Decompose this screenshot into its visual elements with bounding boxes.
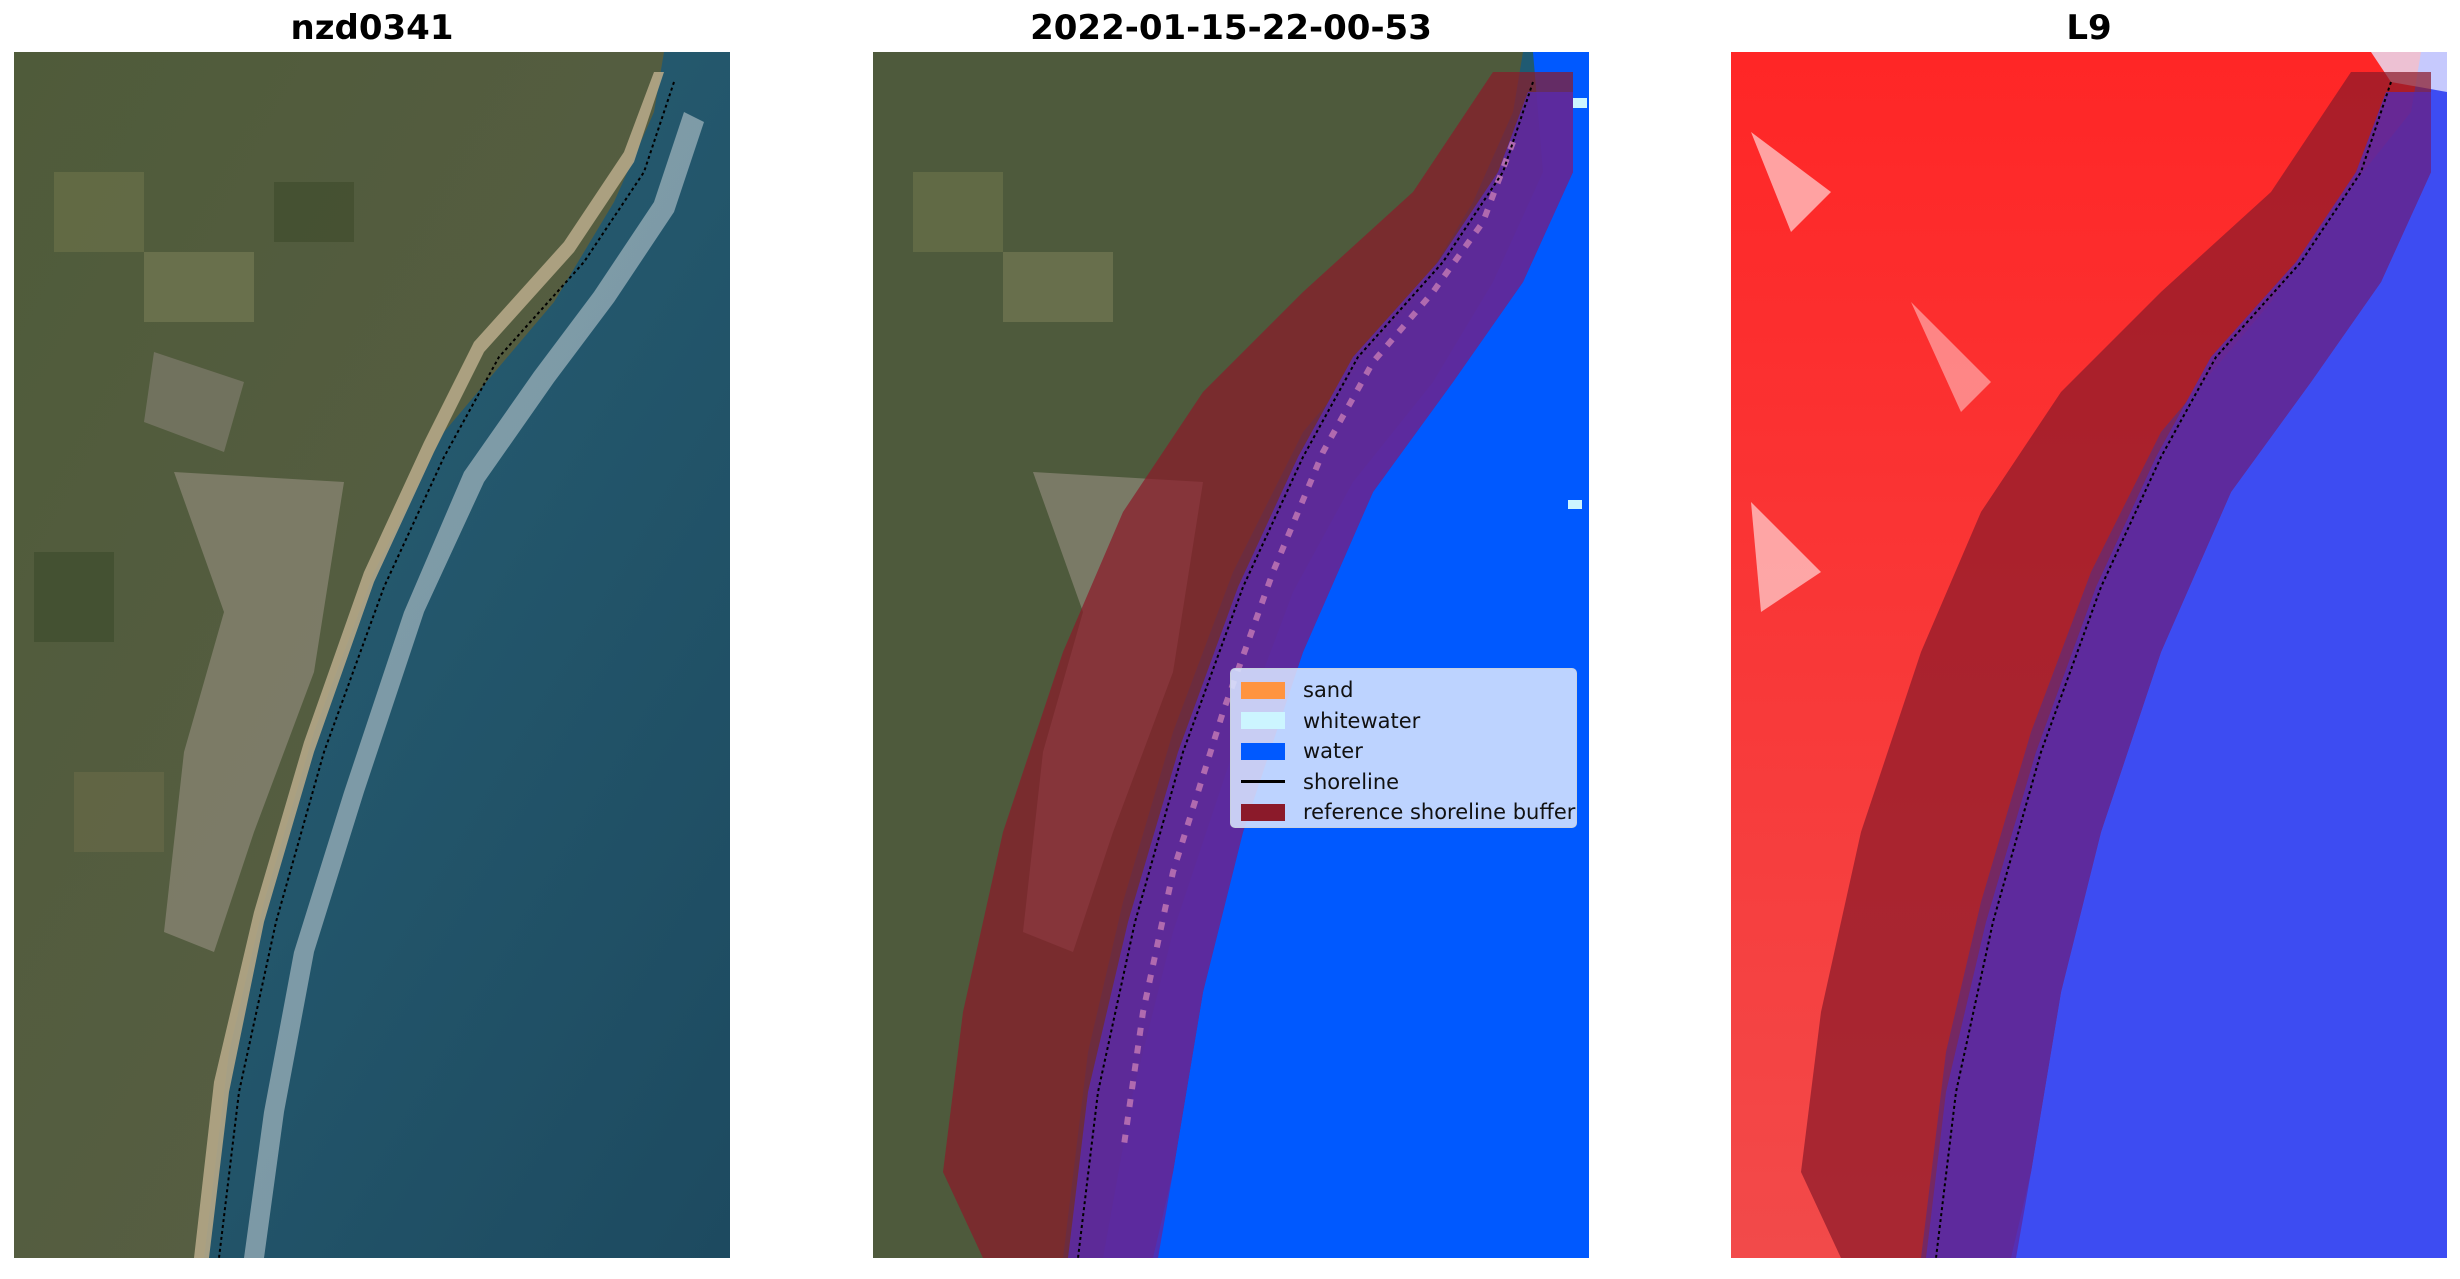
- index-image: [1731, 52, 2447, 1258]
- panel-title-classified: 2022-01-15-22-00-53: [1030, 8, 1432, 48]
- shoreline-line-swatch: [1241, 780, 1285, 784]
- legend-item-water: water: [1241, 736, 1566, 767]
- legend: sand whitewater water shoreline referenc…: [1230, 668, 1577, 828]
- panel-title-rgb: nzd0341: [290, 8, 454, 48]
- classified-image: [873, 52, 1589, 1258]
- legend-label: sand: [1303, 678, 1354, 703]
- rgb-satellite-image: [14, 52, 730, 1258]
- buffer-swatch: [1241, 803, 1285, 821]
- whitewater-swatch: [1241, 712, 1285, 730]
- legend-label: whitewater: [1303, 708, 1421, 733]
- water-swatch: [1241, 742, 1285, 760]
- legend-label: shoreline: [1303, 769, 1400, 794]
- legend-item-shoreline: shoreline: [1241, 767, 1566, 798]
- sand-swatch: [1241, 681, 1285, 699]
- legend-item-buffer: reference shoreline buffer: [1241, 797, 1575, 828]
- legend-label: water: [1303, 739, 1363, 764]
- legend-item-sand: sand: [1241, 675, 1566, 706]
- panel-title-index: L9: [2066, 8, 2112, 48]
- legend-label: reference shoreline buffer: [1303, 800, 1576, 825]
- legend-item-whitewater: whitewater: [1241, 706, 1566, 737]
